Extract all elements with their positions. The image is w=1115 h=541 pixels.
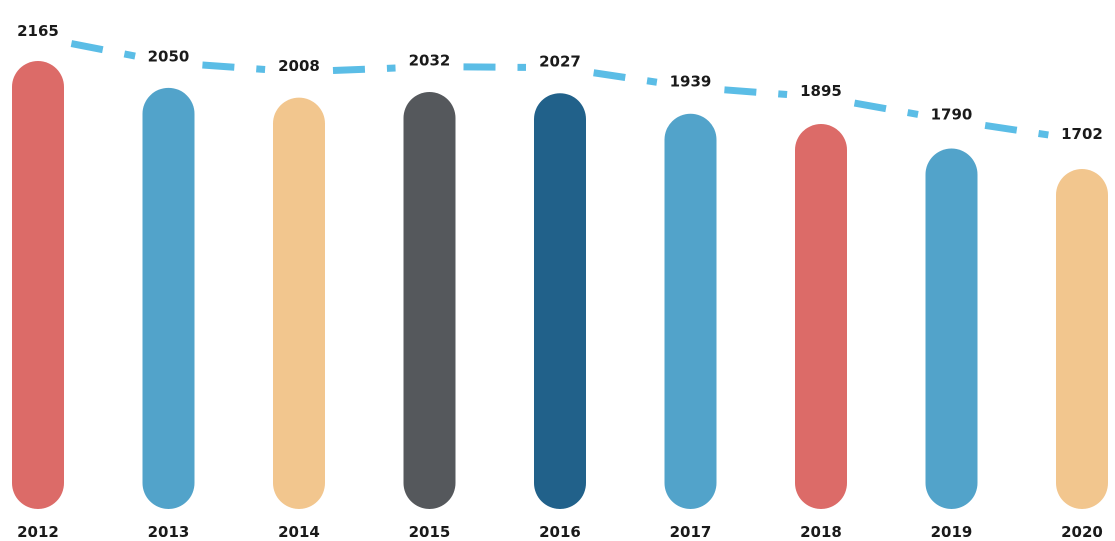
value-label-2017: 1939 [670,72,712,90]
category-label-2018: 2018 [800,523,842,541]
category-label-2015: 2015 [409,523,451,541]
trend-line-segment [853,99,919,118]
trend-line-segment [984,122,1049,139]
category-labels-layer: 2012 2013 2014 2015 2016 2017 2018 2019 2020 [17,523,1103,541]
value-labels-layer: 2165 2050 2008 2032 2027 1939 1895 1790 1702 [17,22,1103,143]
trend-line-layer [70,40,1049,139]
bar-2020 [1056,169,1108,509]
category-label-2014: 2014 [278,523,320,541]
trend-line-segment [70,40,136,60]
bar-2017 [664,113,717,509]
bars-layer [12,61,1108,510]
category-label-2012: 2012 [17,523,59,541]
trend-line-segment [593,69,658,86]
value-label-2016: 2027 [539,53,581,71]
bar-2013 [142,87,195,510]
trend-line-segment [332,64,396,75]
category-label-2019: 2019 [931,523,973,541]
value-label-2018: 1895 [800,82,842,100]
value-label-2019: 1790 [931,105,973,123]
category-label-2017: 2017 [670,523,712,541]
value-label-2013: 2050 [148,48,190,66]
category-label-2020: 2020 [1061,523,1103,541]
value-label-2015: 2032 [409,52,451,70]
trend-line-segment [724,86,788,99]
category-label-2016: 2016 [539,523,581,541]
bar-2019 [925,148,978,509]
value-label-2014: 2008 [278,57,320,75]
bar-2016 [534,93,586,509]
value-label-2012: 2165 [17,22,59,40]
bar-2014 [273,97,325,509]
category-label-2013: 2013 [148,523,190,541]
trend-line-segment [202,61,266,73]
trend-line-segment [463,63,527,71]
value-label-2020: 1702 [1061,125,1103,143]
bar-2018 [795,123,847,509]
bar-2015 [403,92,456,510]
bar-2012 [12,61,64,509]
